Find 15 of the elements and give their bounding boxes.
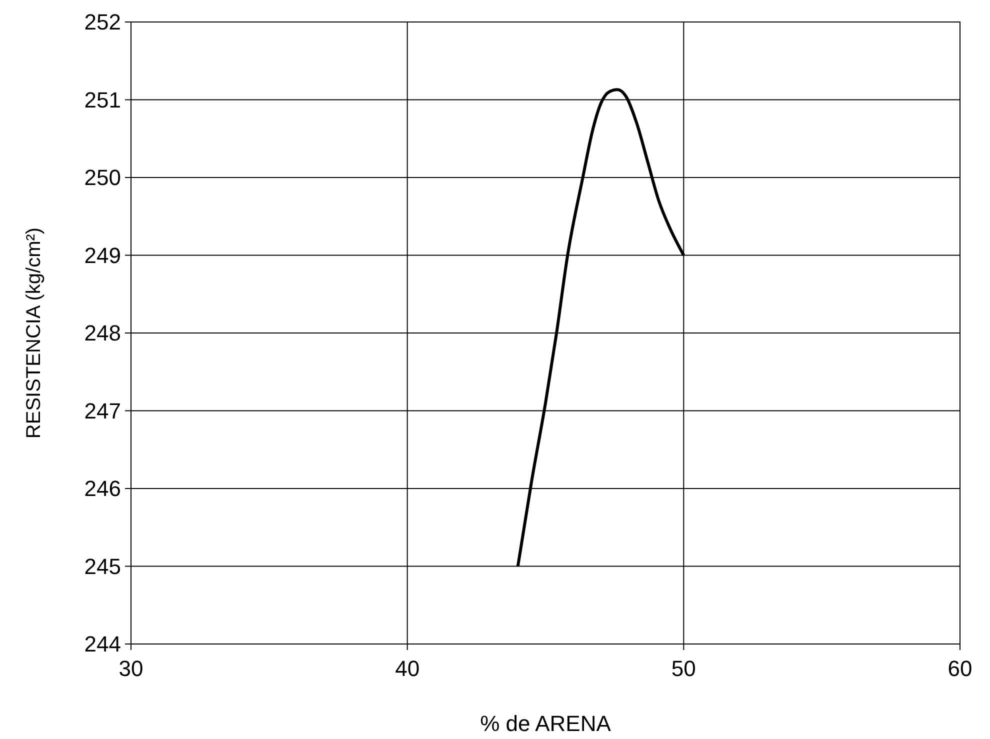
y-tick-label: 249 bbox=[84, 242, 121, 268]
y-tick-label: 248 bbox=[84, 320, 121, 346]
x-axis-title: % de ARENA bbox=[480, 711, 612, 736]
y-tick-label: 250 bbox=[84, 165, 121, 190]
x-tick-label: 30 bbox=[118, 656, 144, 681]
y-tick-label: 252 bbox=[84, 10, 121, 35]
y-axis-title: RESISTENCIA (kg/cm²) bbox=[23, 227, 45, 439]
y-tick-label: 244 bbox=[84, 632, 121, 657]
x-tick-label: 50 bbox=[671, 656, 696, 681]
y-tick-label: 251 bbox=[84, 87, 121, 112]
y-tick-label: 247 bbox=[84, 398, 121, 424]
y-tick-label: 245 bbox=[84, 554, 121, 579]
x-tick-label: 40 bbox=[395, 656, 420, 681]
x-tick-label: 60 bbox=[948, 656, 972, 681]
y-tick-label: 246 bbox=[84, 476, 121, 502]
